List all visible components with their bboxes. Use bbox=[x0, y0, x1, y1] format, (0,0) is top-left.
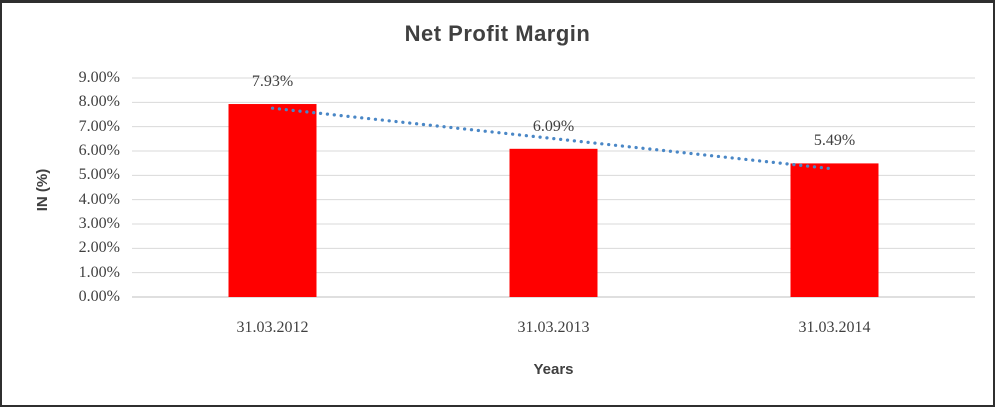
y-tick-label: 5.00% bbox=[78, 166, 120, 184]
bar bbox=[228, 104, 317, 297]
y-tick-label: 4.00% bbox=[78, 190, 120, 208]
y-tick-label: 0.00% bbox=[78, 288, 120, 305]
bar bbox=[509, 148, 598, 297]
y-tick-label: 7.00% bbox=[78, 117, 120, 135]
y-tick-label: 6.00% bbox=[78, 142, 120, 159]
x-tick-label: 31.03.2014 bbox=[798, 319, 871, 336]
y-tick-label: 3.00% bbox=[78, 215, 120, 232]
bar-value-label: 5.49% bbox=[813, 132, 856, 150]
y-tick-label: 8.00% bbox=[78, 93, 120, 111]
chart-title: Net Profit Margin bbox=[404, 21, 591, 46]
x-tick-label: 31.03.2013 bbox=[517, 319, 590, 336]
trendline bbox=[270, 106, 837, 171]
bar-value-label: 7.93% bbox=[251, 73, 294, 91]
y-tick-label: 9.00% bbox=[78, 69, 120, 86]
y-tick-label: 2.00% bbox=[78, 239, 120, 257]
y-tick-label: 1.00% bbox=[78, 263, 120, 281]
x-tick-label: 31.03.2012 bbox=[236, 319, 309, 336]
x-axis-title: Years bbox=[533, 361, 574, 378]
plot-area bbox=[132, 77, 975, 298]
bar-value-label: 6.09% bbox=[532, 117, 575, 135]
bar bbox=[790, 163, 879, 297]
